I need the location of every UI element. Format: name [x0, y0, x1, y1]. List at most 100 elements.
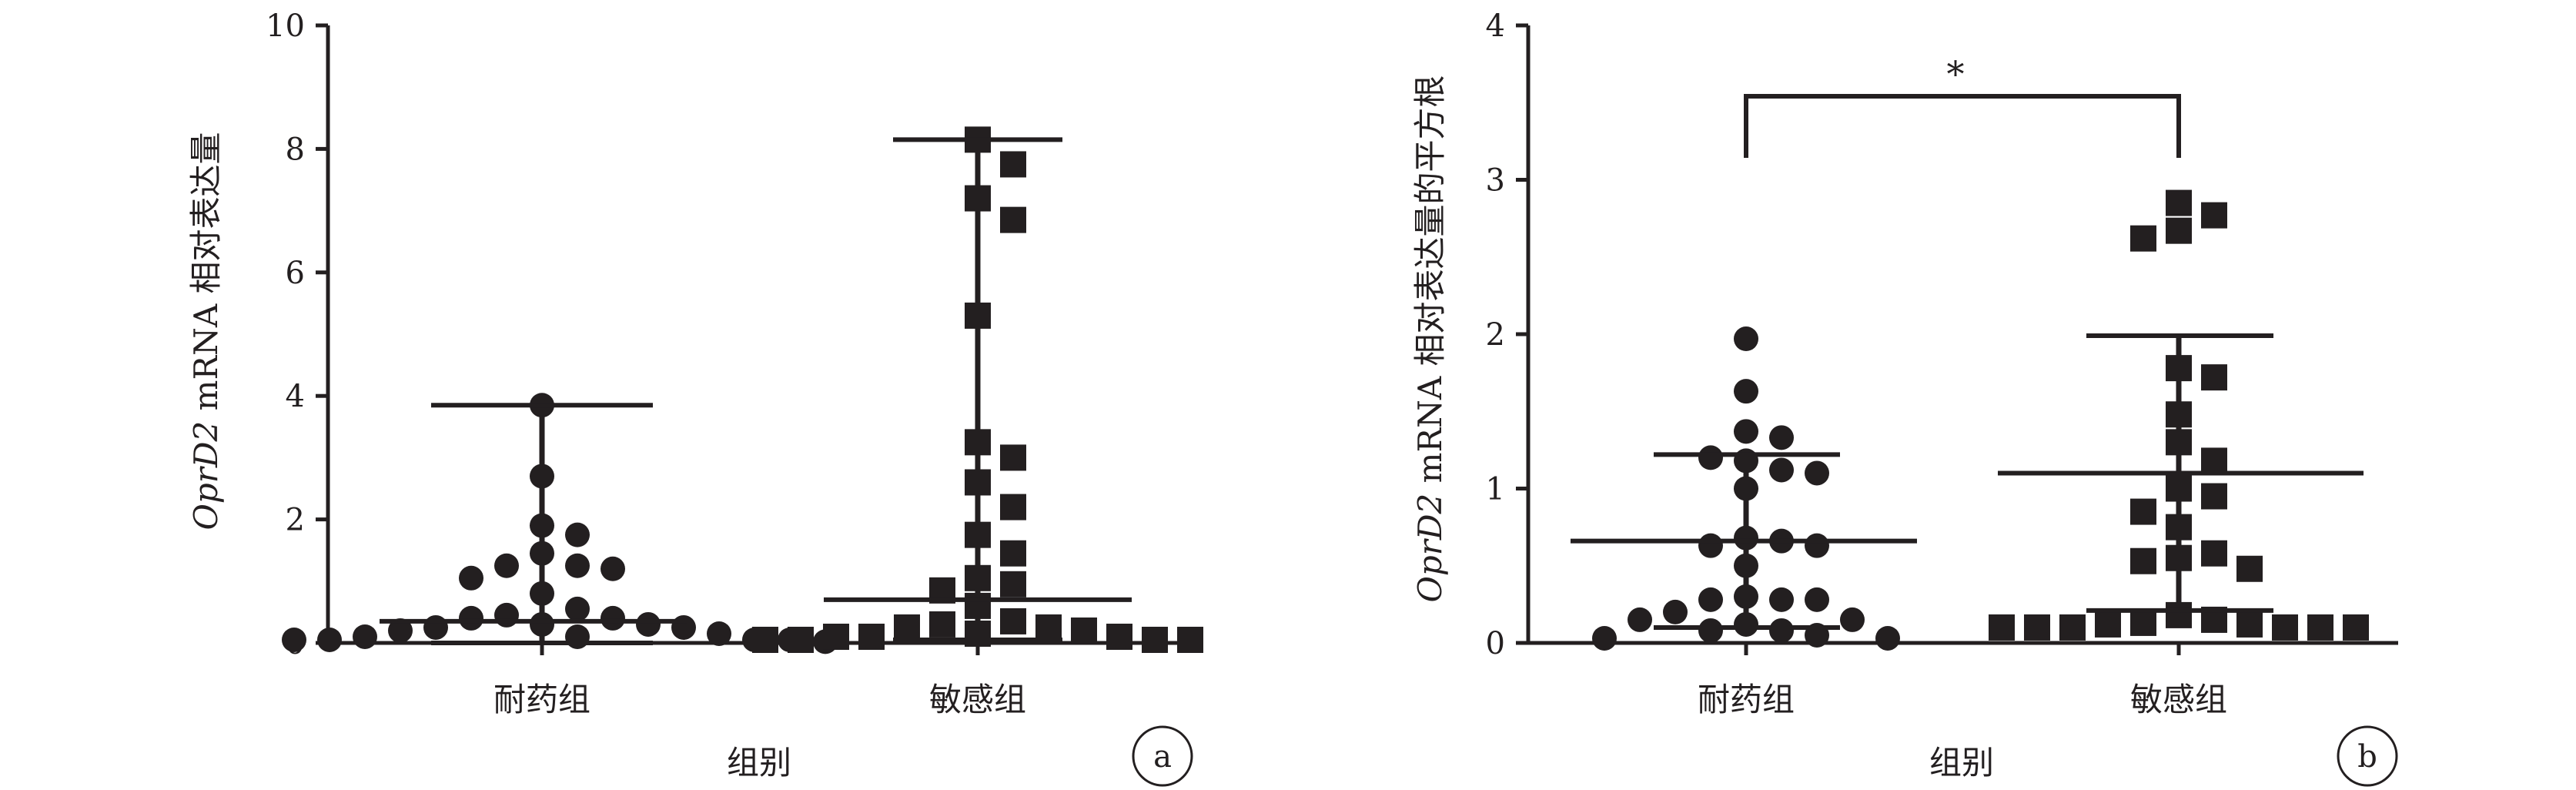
panel-a-y-tick-label: 8 — [286, 132, 305, 167]
panel-b-point-sensitive — [2024, 614, 2050, 641]
panel-b-significance-star: * — [1947, 53, 1965, 95]
panel-b-point-resistant — [1663, 599, 1688, 624]
panel-b-y-tick-label: 3 — [1486, 163, 1505, 199]
panel-a-point-sensitive — [1071, 617, 1097, 644]
panel-b-point-sensitive — [1989, 614, 2015, 641]
panel-a-point-resistant — [601, 556, 625, 581]
panel-a-point-sensitive — [1000, 151, 1026, 178]
panel-b-point-sensitive — [2166, 217, 2192, 244]
panel-a-x-axis-title: 组别 — [727, 744, 791, 782]
panel-a-point-sensitive — [1177, 626, 1203, 653]
panel-a-y-tick-label: 4 — [286, 379, 305, 414]
panel-a-point-resistant — [565, 553, 590, 578]
panel-b-point-resistant — [1769, 587, 1794, 612]
panel-b-point-resistant — [1698, 587, 1723, 612]
panel-b-point-sensitive — [2307, 614, 2333, 641]
panel-b-point-resistant — [1698, 533, 1723, 558]
panel-a-point-resistant — [282, 627, 306, 652]
panel-a-point-resistant — [423, 614, 448, 640]
panel-a-point-resistant — [565, 522, 590, 547]
panel-b-point-resistant — [1805, 533, 1829, 558]
panel-b-point-sensitive — [2130, 547, 2156, 574]
panel-b-y-axis-title-gene: OprD2 — [1411, 494, 1449, 603]
panel-b-point-sensitive — [2130, 609, 2156, 636]
panel-a-point-resistant — [494, 553, 519, 578]
panel-b-point-sensitive — [2059, 614, 2086, 641]
panel-b-point-resistant — [1698, 618, 1723, 643]
panel-a-point-sensitive — [1000, 608, 1026, 634]
panel-b-label-badge: b — [2337, 725, 2398, 787]
panel-b-x-axis-title: 组别 — [1929, 744, 1994, 782]
panel-a-y-axis: 0246810 — [266, 8, 330, 661]
panel-b-data-points — [1592, 189, 2369, 651]
panel-b-point-resistant — [1734, 379, 1758, 404]
panel-b-significance-bracket: * — [1744, 53, 2181, 158]
panel-a-point-resistant — [636, 611, 661, 637]
panel-b-x-axis: 耐药组 敏感组 组别 — [1527, 641, 2398, 782]
panel-a-y-tick-label: 10 — [266, 8, 305, 44]
panel-a-point-sensitive — [1000, 540, 1026, 567]
panel-b-point-sensitive — [2201, 202, 2227, 229]
panel-a-point-sensitive — [1106, 623, 1132, 650]
panel-a-point-sensitive — [1000, 444, 1026, 471]
panel-b-point-resistant — [1698, 445, 1723, 470]
panel-b-point-resistant — [1592, 625, 1617, 651]
panel-b-point-resistant — [1769, 618, 1794, 643]
panel-a-point-resistant — [601, 605, 625, 631]
panel-b-point-sensitive — [2130, 225, 2156, 252]
panel-a-y-ticks: 0246810 — [266, 8, 328, 661]
panel-a-point-resistant — [707, 621, 731, 646]
panel-a-y-tick-label: 2 — [286, 503, 305, 538]
panel-b-y-tick-label: 1 — [1486, 472, 1505, 507]
panel-b-point-sensitive — [2236, 555, 2263, 582]
panel-a-x-category-label: 敏感组 — [929, 681, 1026, 718]
panel-a-point-sensitive — [858, 623, 885, 650]
panel-b-y-axis-title: OprD2 mRNA 相对表达量的平方根 — [1411, 75, 1449, 602]
panel-b-point-sensitive — [2095, 611, 2121, 638]
panel-b-bracket-line — [1744, 94, 2181, 158]
panel-a-summary-bars — [380, 137, 1132, 645]
panel-b-point-resistant — [1805, 460, 1829, 486]
panel-b-x-category-label: 耐药组 — [1698, 681, 1795, 718]
panel-b-point-resistant — [1769, 457, 1794, 483]
panel-a-data-points — [282, 126, 1203, 654]
panel-a-point-sensitive — [1142, 626, 1168, 653]
panel-a-chart: 0246810 耐药组 敏感组 组别 OprD2 mRNA 相对表达量 a — [187, 8, 1203, 787]
panel-b-y-axis: 0 1 2 3 4 — [1486, 8, 1531, 661]
panel-a-point-sensitive — [1000, 206, 1026, 233]
panel-a-label-letter: a — [1153, 739, 1172, 775]
panel-a-point-sensitive — [1000, 494, 1026, 521]
panel-b-y-ticks: 0 1 2 3 4 — [1486, 8, 1528, 661]
panel-b-point-sensitive — [2130, 498, 2156, 525]
panel-b-y-tick-label: 0 — [1486, 626, 1505, 661]
panel-a-point-resistant — [671, 614, 696, 640]
panel-b-y-tick-label: 2 — [1486, 317, 1505, 353]
panel-b-summary-bars — [1571, 333, 2364, 630]
panel-b-point-sensitive — [2236, 611, 2263, 638]
panel-a-point-sensitive — [752, 626, 778, 653]
panel-a-point-sensitive — [1035, 614, 1062, 641]
panel-b-point-sensitive — [2201, 447, 2227, 474]
panel-a-point-resistant — [317, 627, 342, 652]
panel-b-point-sensitive — [2272, 614, 2298, 641]
panel-b-point-sensitive — [2201, 540, 2227, 567]
panel-b-point-resistant — [1734, 419, 1758, 444]
panel-a-x-category-label: 耐药组 — [493, 681, 590, 718]
panel-b-point-sensitive — [2201, 483, 2227, 510]
panel-a-point-resistant — [459, 605, 483, 631]
panel-a-point-sensitive — [929, 611, 955, 638]
panel-b-label-circle — [2337, 725, 2398, 787]
panel-a-label-badge: a — [1132, 725, 1193, 787]
panel-a-point-resistant — [353, 624, 377, 649]
panel-a-point-resistant — [388, 618, 413, 643]
panel-b-point-resistant — [1628, 607, 1652, 632]
panel-b-point-resistant — [1840, 607, 1865, 632]
panel-a-point-resistant — [494, 602, 519, 628]
panel-b-label-letter: b — [2357, 739, 2377, 775]
panel-a-y-axis-title: OprD2 mRNA 相对表达量 — [187, 132, 225, 530]
panel-a-point-sensitive — [1000, 571, 1026, 598]
panel-a-y-tick-label: 6 — [286, 256, 305, 291]
panel-b-point-resistant — [1734, 326, 1758, 352]
panel-a-point-sensitive — [823, 623, 849, 650]
